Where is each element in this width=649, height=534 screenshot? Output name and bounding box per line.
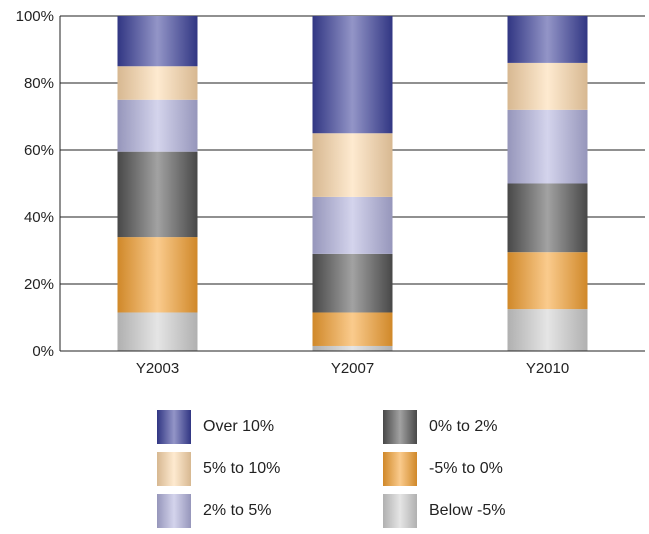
axes (59, 16, 645, 352)
bar-y2003-2pct-to-5pct (117, 99, 198, 152)
legend-label: Below -5% (429, 502, 506, 519)
y-tick-labels: 0% 20% 40% 60% 80% 100% (16, 8, 54, 360)
x-tick-label: Y2007 (331, 360, 374, 377)
x-tick-labels: Y2003 Y2007 Y2010 (136, 360, 569, 377)
legend-swatch (157, 452, 191, 486)
legend-label: Over 10% (203, 418, 275, 435)
legend-item-2pct-to-5pct: 2% to 5% (157, 494, 271, 528)
bar-y2007-5pct-to-10pct (312, 133, 393, 197)
legend-swatch (157, 494, 191, 528)
legend-label: 5% to 10% (203, 460, 281, 477)
y-tick-label: 40% (24, 209, 54, 226)
bar-y2010-below-5pct (507, 309, 588, 351)
legend-label: 2% to 5% (203, 502, 272, 519)
x-tick-label: Y2003 (136, 360, 179, 377)
legend-swatch (383, 452, 417, 486)
stacked-bar-chart: 0% 20% 40% 60% 80% 100% Y2003 Y2007 Y2010 (16, 8, 645, 377)
bar-y2010-5pct-to-10pct (507, 62, 588, 110)
legend-item-5pct-to-0pct: -5% to 0% (383, 452, 503, 486)
bar-y2007-below-5pct (312, 345, 393, 351)
legend-swatch (383, 410, 417, 444)
y-tick-label: 0% (32, 343, 54, 360)
bar-y2010-2pct-to-5pct (507, 109, 588, 184)
bar-y2007-over-10pct (312, 16, 393, 134)
legend-swatch (157, 410, 191, 444)
bar-y2003-0pct-to-2pct (117, 151, 198, 238)
legend-item-over-10pct: Over 10% (157, 410, 274, 444)
y-tick-label: 100% (16, 8, 54, 25)
legend-swatch (383, 494, 417, 528)
x-tick-label: Y2010 (526, 360, 569, 377)
bar-y2010-5pct-to-0pct (507, 252, 588, 310)
bar-y2007-5pct-to-0pct (312, 312, 393, 346)
y-tick-label: 60% (24, 142, 54, 159)
legend-label: 0% to 2% (429, 418, 498, 435)
bar-y2010-over-10pct (507, 16, 588, 63)
legend-item-0pct-to-2pct: 0% to 2% (383, 410, 497, 444)
y-tick-label: 20% (24, 276, 54, 293)
bar-y2003-5pct-to-10pct (117, 66, 198, 100)
bar-y2003-5pct-to-0pct (117, 237, 198, 313)
bar-y2007-0pct-to-2pct (312, 253, 393, 313)
bar-y2003-over-10pct (117, 16, 198, 67)
legend-label: -5% to 0% (429, 460, 503, 477)
bar-y2010-0pct-to-2pct (507, 183, 588, 253)
bars (117, 16, 588, 351)
legend-item-5pct-to-10pct: 5% to 10% (157, 452, 280, 486)
y-tick-label: 80% (24, 75, 54, 92)
legend: Over 10% 0% to 2% 5% to 10% -5% to 0% 2% to … (0, 400, 649, 534)
bar-y2007-2pct-to-5pct (312, 196, 393, 254)
legend-item-below-5pct: Below -5% (383, 494, 505, 528)
bar-y2003-below-5pct (117, 312, 198, 351)
